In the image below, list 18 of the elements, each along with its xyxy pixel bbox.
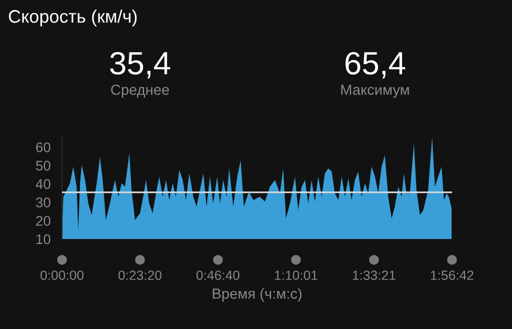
y-tick-label: 60 — [36, 142, 50, 152]
text: 35,4 — [110, 52, 170, 78]
text: Максимум — [341, 84, 409, 98]
y-tick-label: 40 — [36, 179, 50, 189]
x-tick-label: 1:10:01 — [274, 270, 318, 280]
x-tick-label: 0:00:00 — [40, 270, 84, 280]
x-axis-title: Время (ч:м:с) — [212, 288, 302, 302]
x-tick-label: 0:46:40 — [196, 270, 240, 280]
y-tick-label: 20 — [36, 216, 50, 226]
y-tick-label: 10 — [36, 234, 50, 244]
x-tick-label: 1:56:42 — [430, 270, 474, 280]
chart-title: Скорость (км/ч) — [8, 10, 137, 26]
text: Среднее — [111, 84, 169, 98]
y-tick-label: 50 — [36, 160, 50, 171]
text: 65,4 — [346, 52, 406, 78]
x-tick-label: 0:23:20 — [118, 270, 162, 280]
x-tick-label: 1:33:21 — [352, 270, 396, 280]
y-tick-label: 30 — [36, 198, 50, 208]
